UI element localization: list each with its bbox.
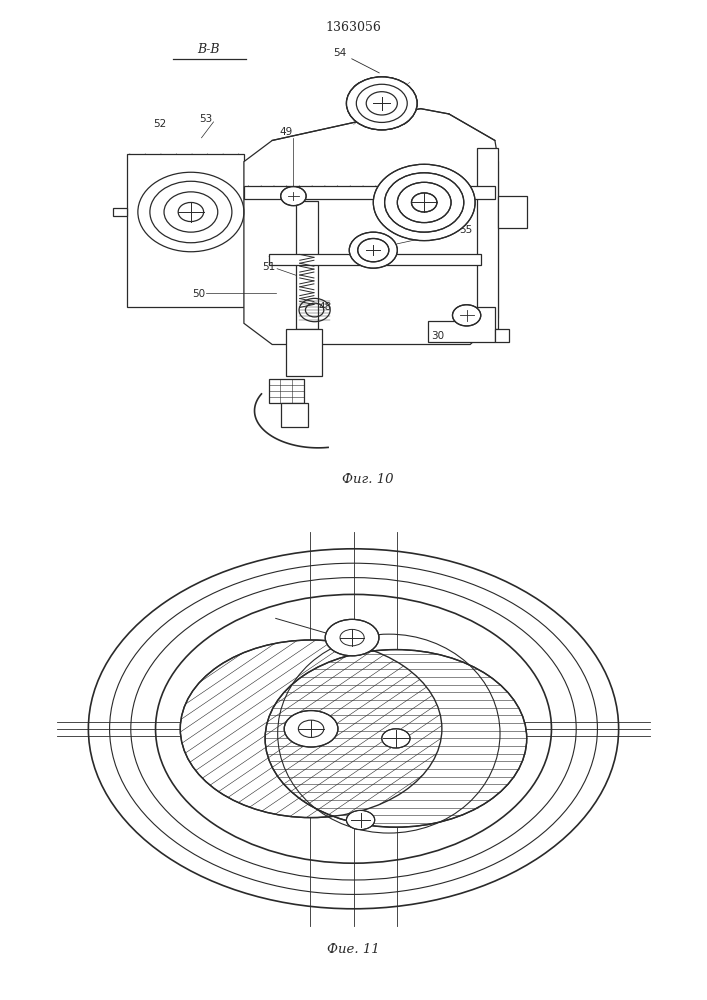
Polygon shape	[281, 403, 308, 427]
Polygon shape	[244, 186, 495, 199]
Text: 52: 52	[153, 119, 166, 129]
Circle shape	[284, 711, 338, 747]
Circle shape	[397, 182, 451, 223]
Polygon shape	[269, 379, 304, 403]
Text: 51: 51	[262, 262, 276, 272]
Polygon shape	[498, 196, 527, 228]
Text: 49: 49	[280, 127, 293, 137]
Circle shape	[358, 238, 389, 262]
Text: 50: 50	[192, 289, 205, 299]
Text: Фиг. 10: Фиг. 10	[342, 473, 393, 486]
Polygon shape	[428, 307, 495, 342]
Polygon shape	[244, 109, 498, 344]
Circle shape	[265, 650, 527, 827]
Text: 53: 53	[199, 114, 212, 124]
Polygon shape	[286, 329, 322, 376]
Circle shape	[382, 729, 410, 748]
Circle shape	[180, 640, 442, 818]
Text: 54: 54	[333, 48, 380, 73]
Polygon shape	[477, 148, 498, 329]
Text: Фие. 11: Фие. 11	[327, 943, 380, 956]
Text: В-В: В-В	[197, 43, 220, 56]
Circle shape	[178, 202, 204, 222]
Text: 55: 55	[460, 225, 473, 235]
Text: 30: 30	[431, 331, 445, 341]
Circle shape	[346, 810, 375, 830]
Circle shape	[281, 187, 306, 206]
Text: 48: 48	[318, 302, 332, 312]
Polygon shape	[127, 154, 244, 307]
Polygon shape	[269, 254, 481, 265]
Circle shape	[325, 619, 379, 656]
Circle shape	[452, 305, 481, 326]
Circle shape	[411, 193, 437, 212]
Circle shape	[346, 77, 417, 130]
Circle shape	[373, 164, 475, 241]
Text: 1363056: 1363056	[325, 21, 382, 34]
Circle shape	[385, 173, 464, 232]
Polygon shape	[296, 201, 318, 329]
Polygon shape	[495, 329, 509, 342]
Circle shape	[349, 232, 397, 268]
Polygon shape	[113, 208, 127, 216]
